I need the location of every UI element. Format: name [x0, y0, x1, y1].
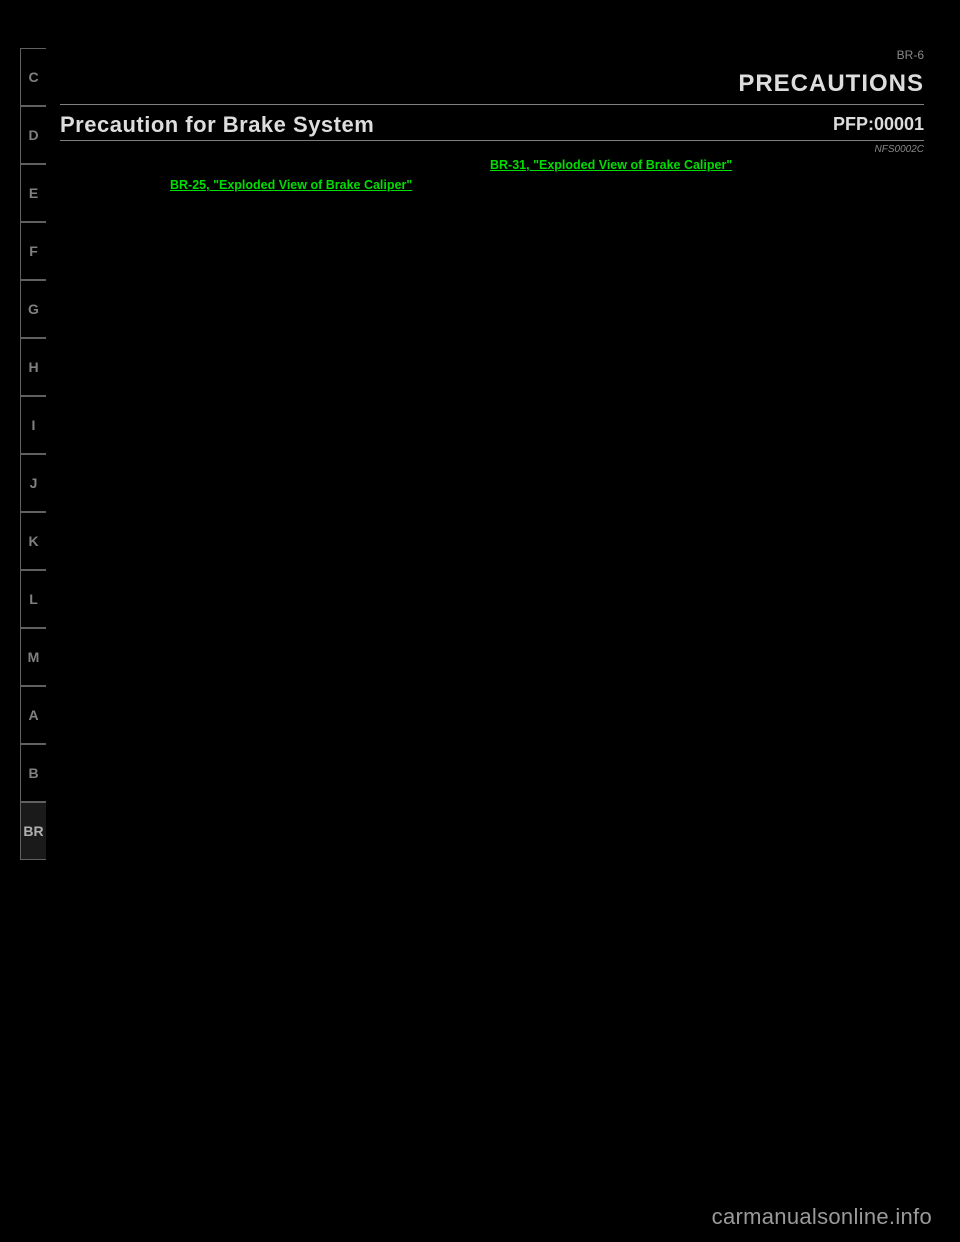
tab-f[interactable]: F [20, 222, 46, 280]
watermark: carmanualsonline.info [712, 1204, 932, 1230]
tab-i[interactable]: I [20, 396, 46, 454]
tab-d[interactable]: D [20, 106, 46, 164]
tab-e[interactable]: E [20, 164, 46, 222]
tab-g[interactable]: G [20, 280, 46, 338]
pfp-code: PFP:00001 [833, 114, 924, 135]
tab-a[interactable]: A [20, 686, 46, 744]
tab-br[interactable]: BR [20, 802, 46, 860]
side-tabs: C D E F G H I J K L M A B BR [20, 48, 46, 860]
rule-h1 [60, 140, 924, 141]
link-br25[interactable]: BR-25, "Exploded View of Brake Caliper" [170, 178, 412, 192]
tab-l[interactable]: L [20, 570, 46, 628]
tab-c[interactable]: C [20, 48, 46, 106]
section-heading: Precaution for Brake System [60, 112, 374, 138]
link-br31[interactable]: BR-31, "Exploded View of Brake Caliper" [490, 158, 732, 172]
page-id: BR-6 [897, 48, 924, 62]
doc-title: PRECAUTIONS [738, 70, 924, 98]
page-root: C D E F G H I J K L M A B BR BR-6 PRECAU… [0, 0, 960, 1242]
tab-b[interactable]: B [20, 744, 46, 802]
tab-j[interactable]: J [20, 454, 46, 512]
tab-k[interactable]: K [20, 512, 46, 570]
tab-m[interactable]: M [20, 628, 46, 686]
tab-h[interactable]: H [20, 338, 46, 396]
section-idcode: NFS0002C [875, 144, 924, 155]
rule-top [60, 104, 924, 105]
